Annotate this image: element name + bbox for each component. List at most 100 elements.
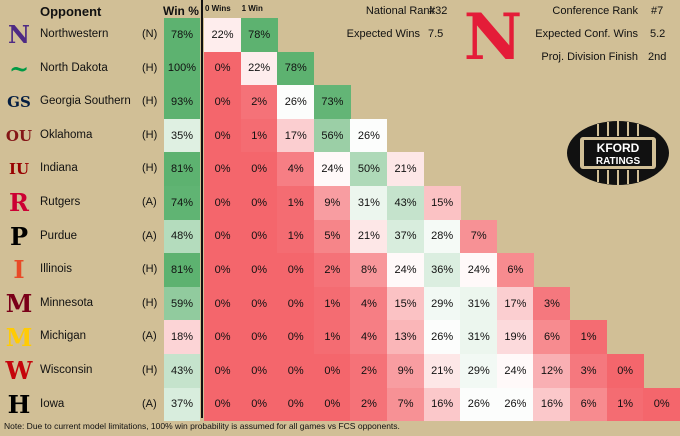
game-location: (H) xyxy=(142,162,158,175)
game-location: (A) xyxy=(142,330,157,343)
win-dist-cell: 26% xyxy=(277,85,315,119)
team-logo-icon: GS xyxy=(7,92,31,111)
win-pct-cell: 18% xyxy=(164,320,200,354)
kford-line2: RATINGS xyxy=(596,156,641,167)
team-logo-icon: IU xyxy=(8,160,30,179)
footnote: Note: Due to current model limitations, … xyxy=(4,421,400,431)
game-location: (A) xyxy=(142,397,157,410)
win-dist-cell: 0% xyxy=(204,286,242,321)
national-rank-value: #32 xyxy=(429,5,448,17)
win-pct-cell: 100% xyxy=(164,51,200,86)
win-dist-cell: 0% xyxy=(606,354,644,388)
win-dist-cell: 0% xyxy=(204,354,242,388)
win-dist-cell: 7% xyxy=(460,219,498,254)
win-dist-cell: 1% xyxy=(277,186,315,220)
expected-conf-wins-label: Expected Conf. Wins xyxy=(535,28,638,40)
win-dist-cell: 6% xyxy=(533,320,571,354)
win-dist-cell: 0% xyxy=(204,85,242,119)
win-header: 0 Wins xyxy=(205,4,231,13)
win-dist-cell: 56% xyxy=(313,118,351,153)
win-dist-cell: 3% xyxy=(533,286,571,321)
win-dist-cell: 1% xyxy=(313,286,351,321)
win-dist-cell: 36% xyxy=(423,253,461,287)
win-pct-cell: 93% xyxy=(164,85,200,119)
win-dist-cell: 31% xyxy=(350,186,388,220)
win-header: 1 Win xyxy=(241,4,263,13)
game-location: (N) xyxy=(142,28,158,40)
opponent-name: Indiana xyxy=(40,162,78,175)
win-pct-cell: 43% xyxy=(164,354,200,388)
opponent-name: Wisconsin xyxy=(40,364,93,376)
game-location: (H) xyxy=(142,61,158,74)
expected-wins-value: 7.5 xyxy=(428,28,444,40)
win-dist-cell: 22% xyxy=(240,51,278,86)
win-dist-cell: 0% xyxy=(204,219,242,254)
game-location: (H) xyxy=(142,95,158,108)
team-logo-icon: OU xyxy=(5,126,33,145)
win-pct-cell: 48% xyxy=(164,219,200,254)
win-dist-cell: 1% xyxy=(277,219,315,254)
win-dist-cell: 21% xyxy=(423,354,461,388)
opponent-name: Illinois xyxy=(40,263,72,276)
win-dist-cell: 0% xyxy=(204,51,242,86)
win-dist-cell: 6% xyxy=(496,253,534,287)
win-dist-cell: 0% xyxy=(240,219,278,254)
win-dist-cell: 0% xyxy=(204,152,242,186)
team-logo-icon: W xyxy=(5,356,33,386)
proj-division-label: Proj. Division Finish xyxy=(541,51,638,63)
win-pct-cell: 81% xyxy=(164,152,200,186)
win-dist-cell: 24% xyxy=(313,152,351,186)
win-dist-cell: 78% xyxy=(277,51,315,86)
game-location: (H) xyxy=(142,364,158,376)
win-dist-cell: 0% xyxy=(204,387,242,422)
win-dist-cell: 29% xyxy=(423,286,461,321)
win-dist-cell: 1% xyxy=(570,320,608,354)
win-dist-cell: 2% xyxy=(240,85,278,119)
opponent-name: Rutgers xyxy=(40,196,81,208)
team-logo-icon: N xyxy=(8,20,30,50)
win-dist-cell: 5% xyxy=(313,219,351,254)
team-logo-icon: I xyxy=(13,255,25,285)
win-dist-cell: 26% xyxy=(350,118,388,153)
win-dist-cell: 0% xyxy=(204,118,242,153)
win-dist-cell: 24% xyxy=(496,354,534,388)
team-logo-icon: R xyxy=(9,188,29,218)
win-dist-cell: 8% xyxy=(350,253,388,287)
win-dist-cell: 4% xyxy=(277,152,315,186)
win-dist-cell: 0% xyxy=(240,186,278,220)
win-dist-cell: 2% xyxy=(313,253,351,287)
win-dist-cell: 26% xyxy=(496,387,534,422)
win-dist-cell: 31% xyxy=(460,320,498,354)
win-dist-cell: 24% xyxy=(460,253,498,287)
expected-conf-wins-value: 5.2 xyxy=(650,28,666,40)
win-dist-cell: 0% xyxy=(313,387,351,422)
win-dist-cell: 2% xyxy=(350,387,388,422)
win-dist-cell: 16% xyxy=(423,387,461,422)
win-dist-cell: 0% xyxy=(240,387,278,422)
team-logo-icon: M xyxy=(5,322,33,352)
win-dist-cell: 0% xyxy=(313,354,351,388)
win-pct-cell: 74% xyxy=(164,186,200,220)
opponent-name: North Dakota xyxy=(40,61,108,74)
win-dist-cell: 9% xyxy=(387,354,425,388)
win-dist-cell: 19% xyxy=(496,320,534,354)
win-dist-cell: 1% xyxy=(240,118,278,153)
win-dist-cell: 4% xyxy=(350,286,388,321)
win-dist-cell: 17% xyxy=(496,286,534,321)
conference-rank-label: Conference Rank xyxy=(552,5,638,17)
game-location: (H) xyxy=(142,263,158,276)
win-dist-cell: 43% xyxy=(387,186,425,220)
win-dist-cell: 6% xyxy=(570,387,608,422)
opponent-name: Northwestern xyxy=(40,28,109,40)
game-location: (A) xyxy=(142,196,157,208)
win-dist-cell: 50% xyxy=(350,152,388,186)
opponent-name: Georgia Southern xyxy=(40,95,131,108)
win-dist-cell: 0% xyxy=(277,354,315,388)
win-dist-cell: 0% xyxy=(277,320,315,354)
win-dist-cell: 0% xyxy=(240,253,278,287)
opponent-name: Oklahoma xyxy=(40,128,93,141)
win-dist-cell: 0% xyxy=(240,320,278,354)
win-dist-cell: 17% xyxy=(277,118,315,153)
win-dist-cell: 21% xyxy=(350,219,388,254)
proj-division-value: 2nd xyxy=(648,51,667,63)
